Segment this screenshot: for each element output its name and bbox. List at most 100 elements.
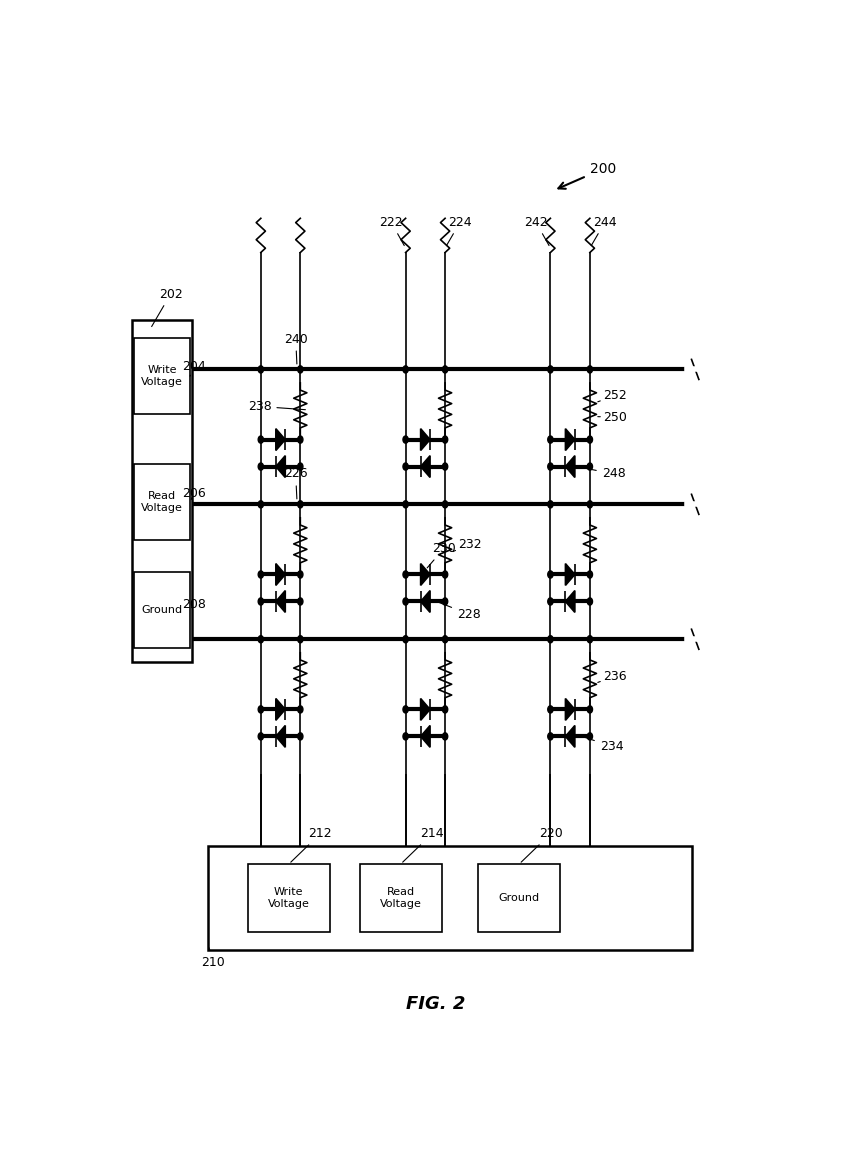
Text: 204: 204 (182, 360, 205, 376)
Text: 238: 238 (248, 399, 306, 413)
Circle shape (258, 463, 263, 471)
Circle shape (442, 436, 447, 443)
Circle shape (298, 635, 303, 642)
Circle shape (298, 598, 303, 605)
Circle shape (258, 571, 263, 578)
Circle shape (403, 571, 408, 578)
Polygon shape (565, 591, 575, 612)
Polygon shape (276, 725, 285, 748)
Circle shape (548, 463, 553, 471)
Circle shape (403, 463, 408, 471)
Text: 222: 222 (380, 216, 404, 245)
Circle shape (548, 501, 553, 508)
Polygon shape (565, 456, 575, 478)
Text: 242: 242 (524, 216, 549, 245)
Polygon shape (420, 456, 430, 478)
Circle shape (442, 705, 447, 712)
Circle shape (548, 366, 553, 373)
Text: 248: 248 (579, 467, 626, 480)
Polygon shape (565, 564, 575, 585)
Circle shape (548, 635, 553, 642)
Circle shape (442, 463, 447, 471)
Circle shape (403, 436, 408, 443)
Circle shape (298, 366, 303, 373)
Circle shape (298, 436, 303, 443)
Circle shape (548, 732, 553, 741)
Circle shape (442, 635, 447, 642)
Bar (134, 572, 190, 648)
Text: Read
Voltage: Read Voltage (141, 492, 183, 513)
Circle shape (588, 501, 593, 508)
Polygon shape (276, 456, 285, 478)
Circle shape (588, 366, 593, 373)
Polygon shape (276, 591, 285, 612)
Circle shape (298, 501, 303, 508)
Text: 236: 236 (598, 669, 627, 683)
Circle shape (442, 571, 447, 578)
Circle shape (442, 501, 447, 508)
Polygon shape (565, 725, 575, 748)
Polygon shape (276, 564, 285, 585)
Circle shape (403, 598, 408, 605)
Text: 208: 208 (182, 598, 205, 611)
Polygon shape (420, 698, 430, 721)
Circle shape (298, 732, 303, 741)
Circle shape (258, 598, 263, 605)
Polygon shape (420, 564, 430, 585)
Text: Write
Voltage: Write Voltage (141, 366, 183, 387)
Text: 230: 230 (427, 542, 456, 568)
Circle shape (588, 571, 593, 578)
Text: 206: 206 (182, 487, 205, 500)
Text: 220: 220 (521, 827, 563, 862)
Polygon shape (420, 591, 430, 612)
Text: 210: 210 (201, 947, 225, 968)
Text: Read
Voltage: Read Voltage (380, 887, 421, 909)
Circle shape (548, 571, 553, 578)
Bar (248, 864, 329, 932)
Circle shape (258, 732, 263, 741)
Text: 224: 224 (447, 216, 472, 245)
Polygon shape (420, 429, 430, 451)
Text: 228: 228 (435, 600, 481, 620)
Polygon shape (420, 725, 430, 748)
Polygon shape (565, 429, 575, 451)
Circle shape (403, 705, 408, 712)
Circle shape (588, 732, 593, 741)
Circle shape (588, 635, 593, 642)
Circle shape (588, 705, 593, 712)
Circle shape (258, 436, 263, 443)
Bar (359, 864, 441, 932)
Circle shape (548, 705, 553, 712)
Circle shape (548, 598, 553, 605)
Text: 250: 250 (598, 411, 627, 424)
Circle shape (403, 501, 408, 508)
Circle shape (258, 501, 263, 508)
Circle shape (403, 366, 408, 373)
Polygon shape (276, 429, 285, 451)
Text: 244: 244 (591, 216, 616, 245)
Circle shape (258, 705, 263, 712)
Bar (208, 846, 692, 950)
Text: 202: 202 (152, 287, 183, 327)
Circle shape (588, 436, 593, 443)
Bar (132, 320, 192, 662)
Text: 232: 232 (453, 537, 481, 551)
Polygon shape (276, 698, 285, 721)
Bar (478, 864, 560, 932)
Text: 226: 226 (284, 467, 307, 499)
Circle shape (548, 436, 553, 443)
Text: Write
Voltage: Write Voltage (267, 887, 310, 909)
Text: 240: 240 (284, 333, 307, 364)
Circle shape (403, 635, 408, 642)
Circle shape (442, 598, 447, 605)
Circle shape (258, 635, 263, 642)
Circle shape (403, 732, 408, 741)
Circle shape (588, 598, 593, 605)
Text: 212: 212 (290, 827, 332, 862)
Circle shape (588, 463, 593, 471)
Polygon shape (565, 698, 575, 721)
Circle shape (298, 571, 303, 578)
Bar (134, 338, 190, 415)
Circle shape (442, 732, 447, 741)
Text: FIG. 2: FIG. 2 (406, 994, 464, 1013)
